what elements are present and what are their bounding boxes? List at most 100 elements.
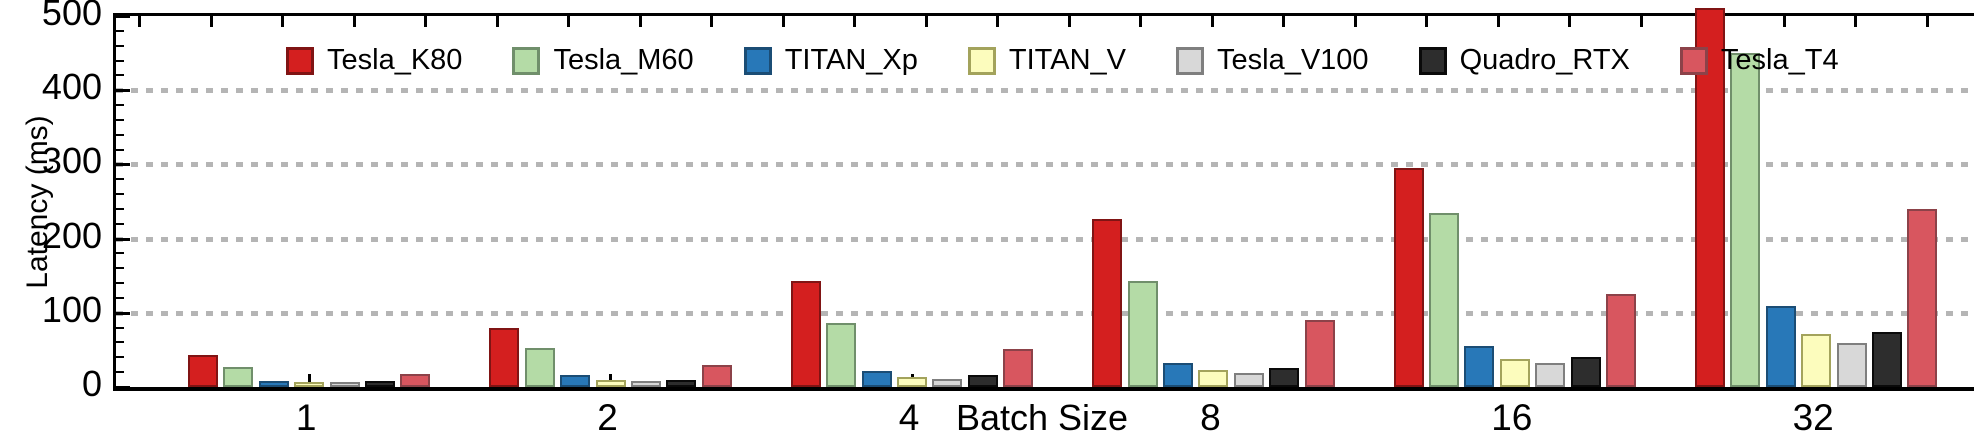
top-tick-19 — [1496, 16, 1500, 27]
top-tick-7 — [638, 16, 642, 27]
legend-label-titan_xp: TITAN_Xp — [784, 44, 918, 76]
gridline-100 — [116, 310, 1974, 316]
bar-titan_v-batch-1 — [294, 381, 325, 387]
top-tick-13 — [1067, 16, 1071, 27]
legend-item-tesla_v100: Tesla_V100 — [1176, 44, 1369, 77]
top-tick-20 — [1568, 16, 1571, 27]
y-minor-tick-340 — [116, 133, 124, 136]
bar-tesla_v100-batch-4 — [932, 378, 963, 387]
legend-swatch-tesla_k80 — [286, 46, 314, 75]
bar-titan_xp-batch-1 — [258, 381, 289, 387]
bar-tesla_t4-batch-16 — [1606, 293, 1636, 387]
bar-tesla_k80-batch-16 — [1393, 168, 1424, 387]
x-major-tick-1 — [307, 374, 311, 387]
bar-tesla_v100-batch-8 — [1233, 372, 1264, 387]
legend-item-tesla_m60: Tesla_M60 — [512, 44, 694, 77]
x-tick-label-4: 4 — [898, 397, 920, 431]
top-tick-24 — [1854, 16, 1857, 27]
top-tick-25 — [1925, 16, 1929, 27]
bar-titan_v-batch-32 — [1801, 334, 1832, 387]
bar-titan_xp-batch-16 — [1464, 346, 1495, 387]
bar-titan_xp-batch-32 — [1765, 306, 1796, 387]
legend-swatch-tesla_t4 — [1679, 46, 1708, 75]
top-tick-21 — [1639, 16, 1643, 27]
legend-label-quadro_rtx: Quadro_RTX — [1459, 44, 1630, 76]
bar-quadro_rtx-batch-2 — [666, 379, 697, 387]
bar-tesla_m60-batch-4 — [826, 323, 857, 387]
bar-titan_v-batch-4 — [897, 377, 927, 387]
x-axis-title: Batch Size — [955, 397, 1129, 431]
top-tick-15 — [1210, 16, 1214, 27]
bar-titan_v-batch-8 — [1198, 369, 1229, 387]
bar-tesla_k80-batch-8 — [1092, 219, 1123, 387]
bar-quadro_rtx-batch-1 — [365, 381, 395, 387]
gridline-200 — [116, 236, 1974, 242]
bar-tesla_m60-batch-8 — [1127, 280, 1158, 387]
y-minor-tick-360 — [116, 118, 124, 121]
bar-tesla_m60-batch-1 — [223, 366, 254, 387]
top-tick-18 — [1425, 16, 1428, 27]
x-tick-label-2: 2 — [597, 397, 618, 431]
legend-item-tesla_k80: Tesla_K80 — [286, 44, 462, 77]
y-minor-tick-120 — [116, 296, 124, 299]
bar-tesla_k80-batch-1 — [188, 355, 218, 387]
y-minor-tick-140 — [116, 282, 124, 285]
bar-tesla_t4-batch-32 — [1907, 208, 1938, 387]
y-tick-label-0: 0 — [81, 363, 102, 404]
bar-tesla_v100-batch-32 — [1836, 343, 1867, 387]
y-minor-tick-160 — [116, 267, 124, 270]
y-axis-title: Latency (ms) — [21, 115, 54, 289]
top-tick-9 — [781, 16, 785, 27]
y-major-tick-100 — [116, 311, 130, 315]
legend-item-tesla_t4: Tesla_T4 — [1679, 44, 1839, 77]
y-minor-tick-20 — [116, 371, 124, 374]
legend-item-titan_xp: TITAN_Xp — [743, 44, 918, 77]
y-tick-label-400: 400 — [41, 66, 102, 108]
bar-quadro_rtx-batch-16 — [1570, 357, 1601, 387]
bar-tesla_k80-batch-2 — [489, 328, 520, 387]
y-minor-tick-460 — [116, 44, 124, 47]
y-minor-tick-440 — [116, 59, 124, 62]
legend-label-tesla_k80: Tesla_K80 — [327, 44, 463, 76]
bar-tesla_t4-batch-8 — [1304, 320, 1335, 387]
y-major-tick-0 — [116, 386, 130, 389]
y-major-tick-400 — [116, 89, 130, 93]
top-tick-6 — [567, 16, 570, 27]
bar-tesla_t4-batch-2 — [701, 365, 732, 387]
legend-swatch-tesla_m60 — [512, 46, 541, 75]
legend-label-titan_v: TITAN_V — [1008, 44, 1126, 76]
y-minor-tick-280 — [116, 178, 124, 181]
bar-tesla_m60-batch-2 — [524, 347, 555, 387]
top-tick-14 — [1139, 16, 1142, 27]
y-minor-tick-480 — [116, 29, 124, 32]
top-tick-11 — [924, 16, 928, 27]
bar-quadro_rtx-batch-8 — [1269, 367, 1300, 387]
x-tick-label-16: 16 — [1491, 397, 1533, 431]
bar-tesla_t4-batch-1 — [400, 373, 431, 387]
y-minor-tick-180 — [116, 252, 124, 255]
bar-tesla_m60-batch-32 — [1730, 53, 1761, 387]
y-tick-label-500: 500 — [41, 0, 102, 33]
top-tick-0 — [138, 16, 141, 27]
top-tick-23 — [1782, 16, 1786, 27]
bar-tesla_v100-batch-16 — [1535, 363, 1566, 387]
legend-label-tesla_v100: Tesla_V100 — [1217, 44, 1369, 76]
y-minor-tick-60 — [116, 341, 124, 344]
legend-label-tesla_t4: Tesla_T4 — [1720, 44, 1839, 76]
y-major-tick-200 — [116, 237, 130, 241]
legend-item-quadro_rtx: Quadro_RTX — [1418, 44, 1630, 77]
legend: Tesla_K80 Tesla_M60 TITAN_Xp TITAN_V Tesla_V… — [286, 44, 1839, 77]
legend-item-titan_v: TITAN_V — [967, 44, 1126, 77]
top-tick-17 — [1353, 16, 1357, 27]
gridline-300 — [116, 162, 1974, 168]
x-tick-label-32: 32 — [1792, 397, 1834, 431]
y-minor-tick-80 — [116, 326, 124, 329]
top-tick-10 — [853, 16, 856, 27]
y-minor-tick-380 — [116, 104, 124, 107]
bar-titan_v-batch-2 — [595, 380, 626, 387]
top-tick-4 — [424, 16, 427, 27]
bar-tesla_v100-batch-1 — [329, 381, 360, 387]
top-tick-1 — [209, 16, 213, 27]
y-tick-label-100: 100 — [41, 288, 102, 330]
